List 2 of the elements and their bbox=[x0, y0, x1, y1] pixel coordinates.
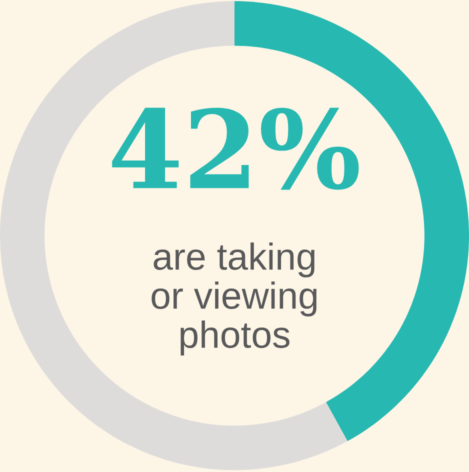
text: are taking or viewing photos bbox=[152, 242, 316, 356]
data-label: 42% bbox=[112, 108, 359, 190]
